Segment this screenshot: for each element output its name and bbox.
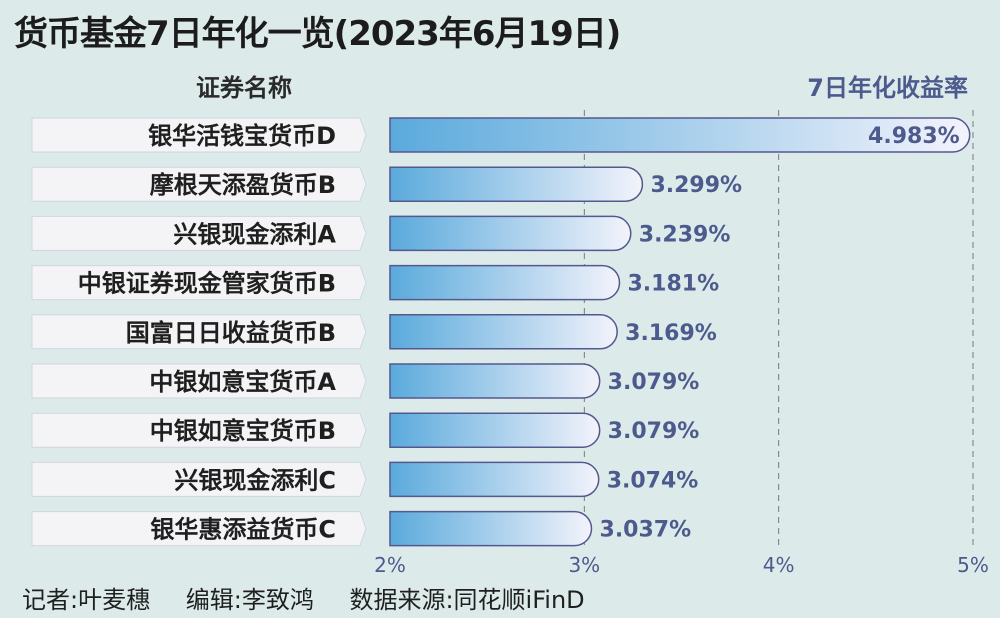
bar [389,264,621,301]
column-header-name: 证券名称 [196,74,292,102]
bar [389,412,601,448]
bar [389,461,600,498]
category-label-box [31,117,367,153]
bar [389,510,593,547]
category-label: 银华惠添益货币C [150,516,336,544]
category-label: 国富日日收益货币B [126,319,336,347]
category-label-box [31,461,367,497]
category-label-box [31,412,367,448]
bar [389,117,971,153]
category-label: 中银如意宝货币B [150,417,336,445]
bar [389,363,601,399]
category-label: 中银证券现金管家货币B [78,270,336,298]
x-tick-label: 5% [957,553,989,577]
column-header-value: 7日年化收益率 [807,74,968,102]
chart-title: 货币基金7日年化一览(2023年6月19日) [14,14,621,54]
x-tick-label: 4% [763,553,795,577]
category-label: 中银如意宝货币A [149,368,336,396]
category-label-box [31,166,367,202]
footer: 记者:叶麦穗 编辑:李致鸿 数据来源:同花顺iFinD [22,580,613,615]
category-label: 银华活钱宝货币D [148,122,336,150]
bar [389,166,644,202]
category-label-box [31,314,367,350]
value-label: 3.299% [650,173,742,198]
value-label: 3.181% [628,272,720,297]
x-tick-label: 3% [568,553,600,577]
category-label-box [31,511,367,547]
x-tick-label: 2% [374,553,406,577]
footer-source: 数据来源:同花顺iFinD [349,586,585,614]
value-label: 3.169% [625,321,717,346]
category-label-box [31,215,367,251]
value-label: 3.074% [607,468,699,493]
bar [389,215,632,252]
category-label-box [31,265,367,301]
value-label: 3.079% [608,419,700,444]
value-label: 3.079% [608,370,700,395]
value-label: 3.239% [639,222,731,247]
category-label-box [31,363,367,399]
category-label: 摩根天添盈货币B [150,171,336,199]
value-label: 4.983% [868,124,960,149]
category-label: 兴银现金添利A [173,220,336,248]
bar [389,314,618,350]
footer-editor: 编辑:李致鸿 [185,586,314,614]
value-label: 3.037% [600,518,692,543]
footer-reporter: 记者:叶麦穗 [22,586,151,614]
category-label: 兴银现金添利C [174,466,336,494]
